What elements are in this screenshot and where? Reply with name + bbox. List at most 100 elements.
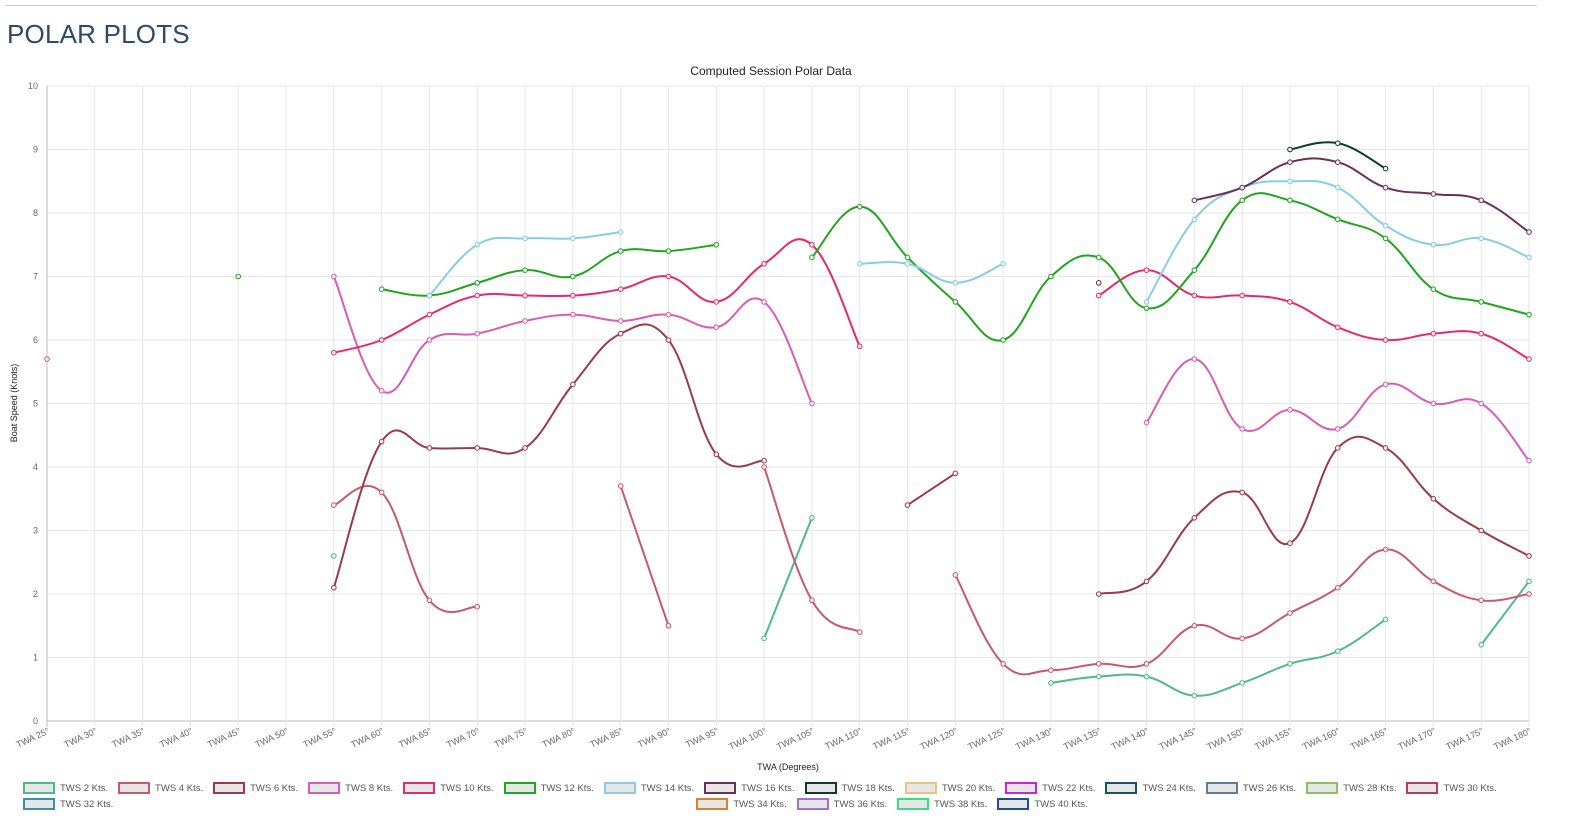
data-point — [331, 584, 337, 591]
series-line — [1050, 618, 1387, 697]
legend-item[interactable]: TWS 34 Kts. — [696, 798, 787, 810]
data-point — [1239, 292, 1245, 299]
data-point — [1526, 229, 1532, 235]
legend-item[interactable]: TWS 12 Kts. — [503, 782, 594, 794]
legend-item[interactable]: TWS 26 Kts. — [1205, 782, 1296, 794]
data-point — [761, 635, 767, 642]
legend-item[interactable]: TWS 38 Kts. — [896, 798, 987, 810]
x-tick-label: TWA 35° — [110, 726, 147, 750]
legend-item[interactable]: TWS 10 Kts. — [403, 782, 494, 794]
data-point — [1143, 673, 1150, 680]
data-point — [952, 299, 959, 305]
data-point — [809, 515, 815, 521]
data-point — [761, 464, 767, 470]
data-point — [474, 292, 481, 299]
legend-item[interactable]: TWS 16 Kts. — [704, 782, 795, 794]
legend-item[interactable]: TWS 8 Kts. — [308, 782, 393, 794]
series-line — [333, 485, 478, 613]
x-tick-label: TWA 160° — [1301, 726, 1342, 752]
x-tick-label: TWA 150° — [1205, 726, 1246, 752]
data-point — [1191, 356, 1198, 362]
data-point — [1287, 178, 1293, 185]
data-point — [378, 337, 385, 343]
data-point — [952, 572, 959, 578]
legend-item[interactable]: TWS 20 Kts. — [904, 782, 995, 794]
legend-swatch — [118, 782, 151, 794]
data-point — [1239, 680, 1245, 686]
y-axis-label: Boat Speed (Knots) — [9, 364, 19, 443]
data-point — [522, 235, 528, 242]
data-point — [1526, 254, 1532, 261]
legend-swatch — [603, 782, 636, 794]
data-point — [474, 241, 481, 248]
legend-item[interactable]: TWS 40 Kts. — [997, 798, 1088, 810]
data-point — [1382, 616, 1389, 623]
data-point — [1430, 286, 1437, 293]
data-point — [331, 553, 337, 559]
data-point — [1478, 642, 1484, 648]
x-tick-label: TWA 135° — [1062, 726, 1103, 752]
legend-swatch — [308, 782, 341, 794]
x-tick-label: TWA 70° — [445, 726, 482, 750]
x-tick-label: TWA 110° — [823, 726, 863, 752]
data-point — [617, 483, 624, 489]
series-line — [333, 238, 861, 354]
data-point — [856, 261, 863, 267]
data-point — [426, 337, 433, 343]
legend-item[interactable]: TWS 14 Kts. — [603, 782, 695, 794]
legend-item[interactable]: TWS 4 Kts. — [118, 782, 203, 794]
data-point — [378, 388, 385, 394]
y-tick-label: 6 — [33, 335, 38, 345]
legend-item[interactable]: TWS 6 Kts. — [213, 782, 298, 794]
legend-label: TWS 2 Kts. — [60, 782, 109, 794]
data-point — [570, 235, 576, 242]
data-point — [1334, 648, 1341, 654]
data-point — [1239, 635, 1245, 642]
legend-swatch — [23, 782, 55, 794]
data-point — [1095, 280, 1102, 286]
data-point — [1526, 591, 1532, 597]
legend-label: TWS 24 Kts. — [1142, 782, 1196, 794]
data-point — [1191, 197, 1198, 204]
legend-label: TWS 12 Kts. — [540, 782, 594, 794]
legend-item[interactable]: TWS 2 Kts. — [23, 782, 108, 794]
data-point — [1334, 426, 1341, 432]
data-point — [809, 254, 815, 261]
legend-label: TWS 14 Kts. — [640, 782, 695, 794]
legend-item[interactable]: TWS 36 Kts. — [796, 798, 887, 810]
data-point — [522, 445, 528, 451]
data-point — [1287, 159, 1293, 165]
legend-label: TWS 6 Kts. — [250, 782, 299, 794]
data-point — [570, 381, 576, 388]
legend-label: TWS 34 Kts. — [733, 798, 787, 810]
legend-item[interactable]: TWS 24 Kts. — [1105, 782, 1196, 794]
legend-swatch — [696, 798, 729, 810]
legend-item[interactable]: TWS 32 Kts. — [23, 798, 113, 810]
data-point — [1191, 267, 1198, 273]
data-point — [1478, 197, 1484, 204]
chart-title: Computed Session Polar Data — [690, 64, 852, 78]
legend-item[interactable]: TWS 30 Kts. — [1406, 782, 1497, 794]
data-point — [1382, 165, 1389, 172]
legend-item[interactable]: TWS 28 Kts. — [1306, 782, 1396, 794]
data-point — [1382, 222, 1389, 229]
data-point — [1478, 330, 1484, 337]
data-point — [1334, 445, 1341, 451]
legend-swatch — [896, 798, 929, 810]
data-point — [1334, 216, 1341, 223]
legend-item[interactable]: TWS 18 Kts. — [804, 782, 895, 794]
legend-item[interactable]: TWS 22 Kts. — [1005, 782, 1095, 794]
data-point — [1430, 241, 1437, 248]
data-point — [617, 286, 624, 293]
data-point — [1239, 197, 1245, 204]
y-tick-label: 7 — [33, 272, 38, 282]
data-point — [761, 457, 767, 464]
legend-label: TWS 18 Kts. — [841, 782, 895, 794]
data-point — [1526, 311, 1532, 318]
data-point — [1191, 292, 1198, 299]
x-tick-label: TWA 125° — [966, 726, 1007, 752]
data-point — [713, 241, 720, 248]
data-point — [1526, 457, 1532, 464]
data-point — [474, 603, 481, 610]
data-point — [665, 248, 672, 254]
